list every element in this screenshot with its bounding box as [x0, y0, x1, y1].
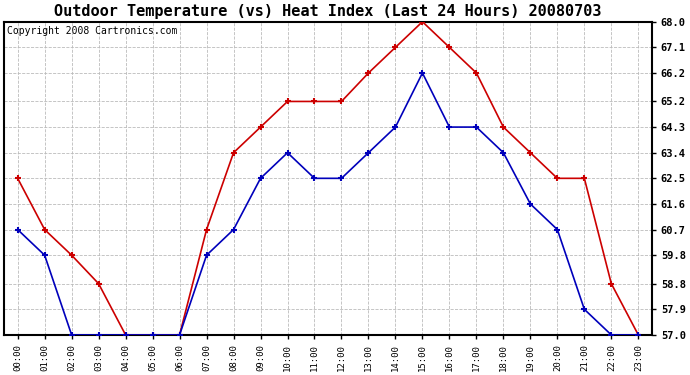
Text: Copyright 2008 Cartronics.com: Copyright 2008 Cartronics.com: [8, 26, 178, 36]
Title: Outdoor Temperature (vs) Heat Index (Last 24 Hours) 20080703: Outdoor Temperature (vs) Heat Index (Las…: [55, 4, 602, 19]
